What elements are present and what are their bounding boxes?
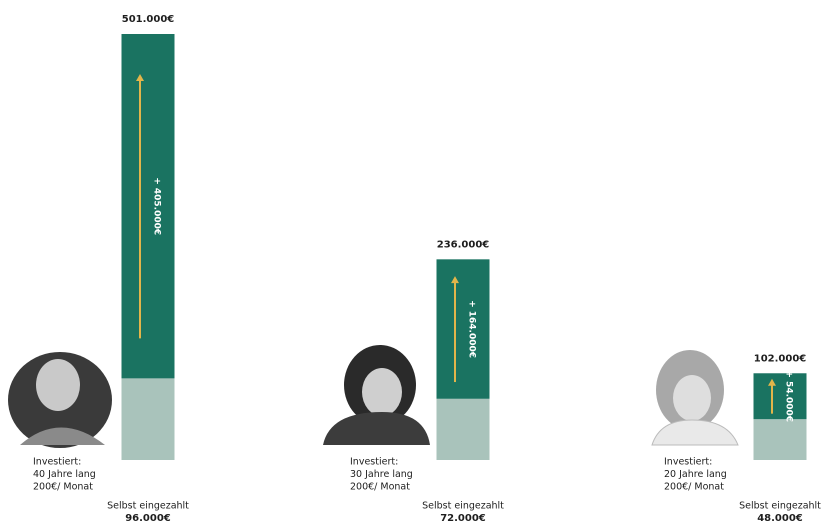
total-label: 102.000€ [754,353,807,364]
series-name: Selbst eingezahlt [739,501,821,512]
category-label: 20 Jahre lang [664,469,727,480]
category-label: Investiert: [664,457,712,468]
series-name: Selbst eingezahlt [107,501,189,512]
category-label: 40 Jahre lang [33,469,96,480]
bar-segment [754,419,807,460]
portrait [323,345,430,445]
page: {"chart_data": { "type": "bar", "stacked… [0,0,823,522]
gain-label: + 405.000€ [152,177,162,235]
gain-label: + 164.000€ [467,300,477,358]
total-label: 236.000€ [437,239,490,250]
series-name: Selbst eingezahlt [422,501,504,512]
category-label: 200€/ Monat [664,482,724,493]
total-label: 501.000€ [122,14,175,25]
category-label: 30 Jahre lang [350,469,413,480]
self-paid-label: 96.000€ [125,513,171,522]
portrait [8,352,112,448]
category-label: 200€/ Monat [33,482,93,493]
category-label: Investiert: [350,457,398,468]
bar-segment [122,34,175,378]
bar-segment [437,399,490,460]
category-label: Investiert: [33,457,81,468]
category-label: 200€/ Monat [350,482,410,493]
chart: + 405.000€501.000€Investiert:40 Jahre la… [0,0,823,522]
gain-label: + 54.000€ [784,370,794,422]
bar-segment [122,378,175,460]
portrait [652,350,738,445]
self-paid-label: 48.000€ [757,513,803,522]
bar-segment [754,373,807,419]
self-paid-label: 72.000€ [440,513,486,522]
bar-segment [437,259,490,398]
